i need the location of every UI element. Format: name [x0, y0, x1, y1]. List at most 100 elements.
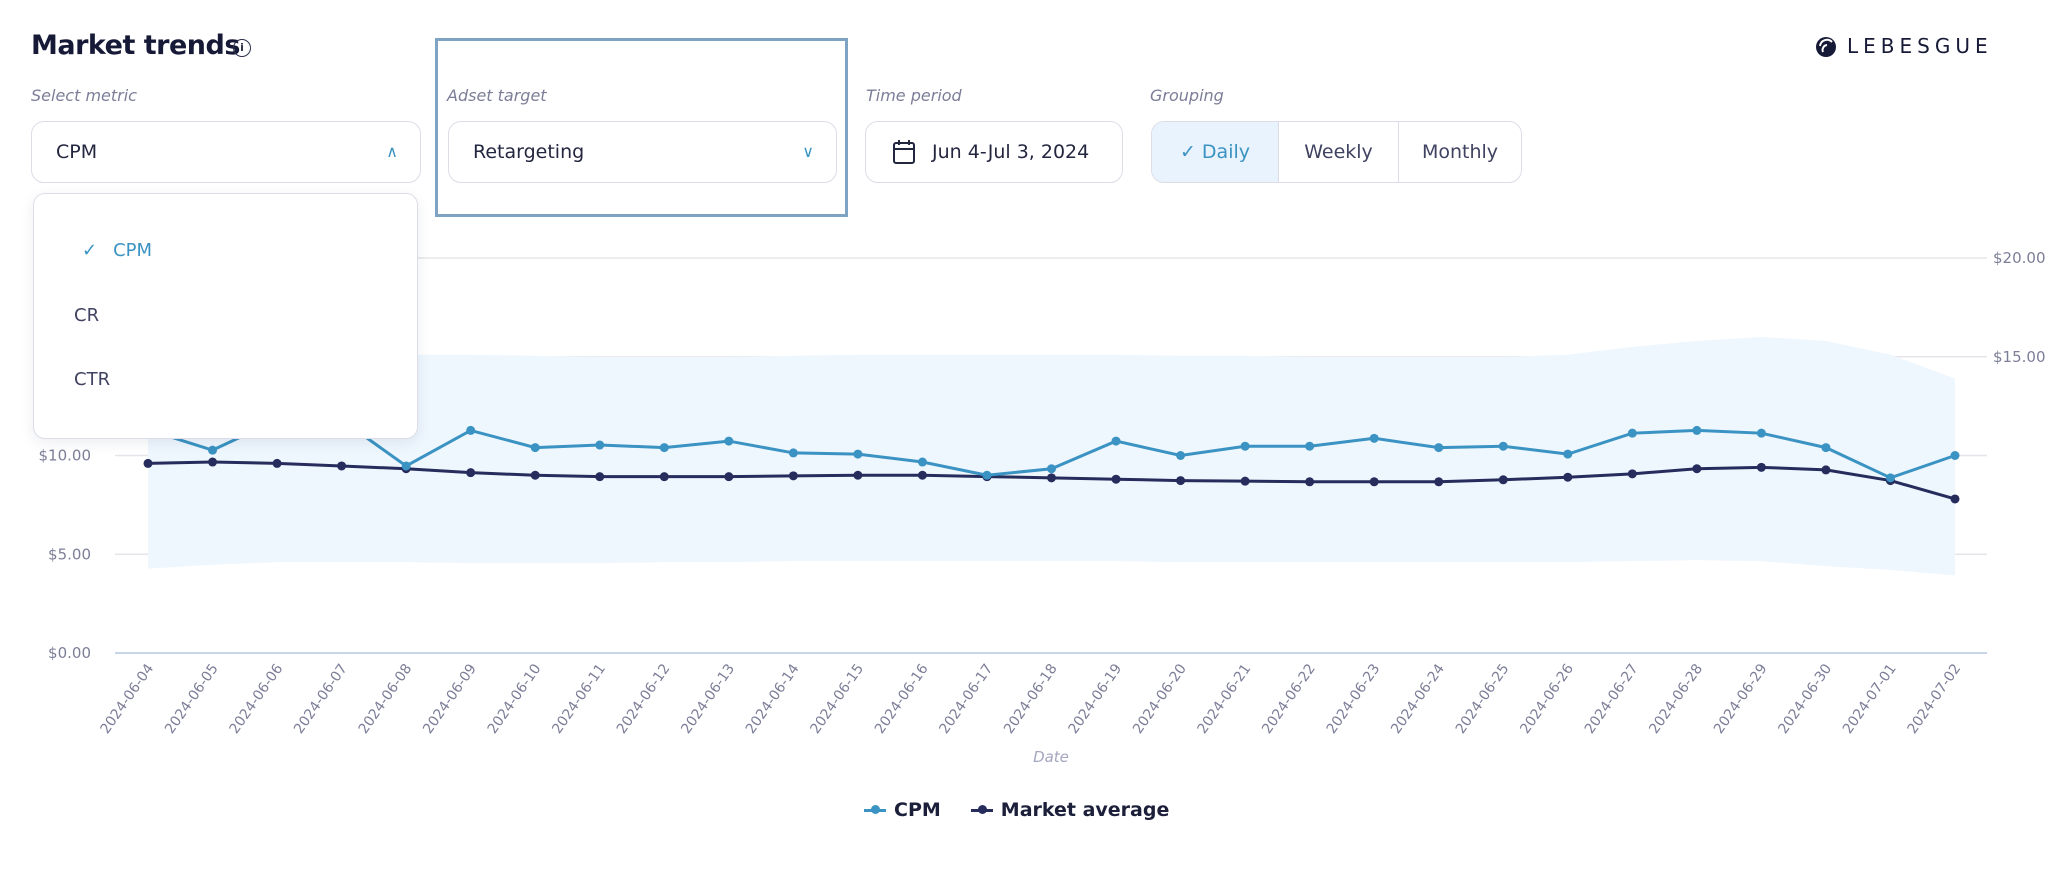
cpm-point[interactable]	[401, 461, 411, 471]
cpm-point[interactable]	[1692, 425, 1702, 435]
cpm-point[interactable]	[1047, 464, 1056, 474]
market-average-point[interactable]	[1756, 462, 1766, 472]
page-title: Market trends	[31, 30, 240, 61]
logo: LEBESGUE	[1815, 34, 1993, 58]
cpm-point[interactable]	[1627, 428, 1637, 438]
market-average-point[interactable]	[1498, 475, 1508, 485]
cpm-point[interactable]	[1111, 436, 1121, 446]
market-average-point[interactable]	[1305, 477, 1315, 487]
market-average-point[interactable]	[466, 468, 476, 478]
market-average-point[interactable]	[724, 472, 734, 482]
cpm-point[interactable]	[1240, 441, 1250, 451]
cpm-point[interactable]	[1305, 441, 1315, 451]
legend-item-market-average[interactable]: Market average	[970, 799, 1169, 821]
time-period-picker[interactable]: Jun 4-Jul 3, 2024	[865, 121, 1123, 183]
market-average-point[interactable]	[272, 458, 282, 468]
x-tick-label: 2024-06-22	[1259, 661, 1319, 737]
info-icon[interactable]: i	[233, 39, 251, 57]
x-tick-label: 2024-06-25	[1453, 661, 1513, 737]
x-tick-label: 2024-06-10	[485, 661, 545, 737]
cpm-point[interactable]	[1498, 441, 1508, 451]
market-average-point[interactable]	[853, 470, 863, 480]
grouping-daily[interactable]: ✓ Daily	[1152, 122, 1278, 182]
cpm-point[interactable]	[982, 470, 992, 480]
x-axis-title: Date	[1033, 748, 1069, 766]
cpm-point[interactable]	[788, 448, 798, 458]
x-tick-label: 2024-06-13	[678, 661, 738, 737]
market-average-point[interactable]	[659, 472, 669, 482]
cpm-point[interactable]	[530, 443, 540, 453]
x-tick-label: 2024-06-05	[162, 661, 222, 737]
market-average-point[interactable]	[208, 457, 218, 467]
metric-select-value: CPM	[56, 141, 98, 163]
market-average-point[interactable]	[337, 461, 347, 471]
cpm-point[interactable]	[1176, 451, 1186, 460]
x-tick-label: 2024-06-15	[807, 661, 867, 737]
market-average-point[interactable]	[1434, 477, 1444, 487]
cpm-point[interactable]	[1563, 449, 1573, 459]
market-average-point[interactable]	[595, 472, 605, 482]
market-average-point[interactable]	[1627, 469, 1637, 479]
legend-marker-cpm	[864, 805, 886, 814]
market-average-point[interactable]	[1240, 476, 1250, 486]
legend-item-cpm[interactable]: CPM	[864, 799, 941, 821]
grouping-monthly[interactable]: Monthly	[1398, 122, 1521, 182]
market-average-point[interactable]	[143, 458, 153, 468]
grouping-label: Grouping	[1150, 86, 1224, 105]
legend-marker-market	[970, 805, 993, 814]
market-average-point[interactable]	[1111, 474, 1121, 484]
cpm-point[interactable]	[659, 443, 669, 453]
check-icon: ✓	[82, 240, 98, 261]
cpm-point[interactable]	[1885, 473, 1895, 483]
market-average-point[interactable]	[530, 470, 540, 480]
chart-legend: CPM Market average	[864, 799, 1169, 821]
x-tick-label: 2024-07-01	[1840, 661, 1900, 737]
cpm-point[interactable]	[208, 445, 218, 455]
grouping-toggle: ✓ Daily Weekly Monthly	[1151, 121, 1522, 183]
metric-option-cr[interactable]: CR	[74, 305, 100, 326]
x-tick-label: 2024-06-26	[1517, 661, 1577, 737]
market-average-point[interactable]	[1369, 477, 1379, 487]
cpm-point[interactable]	[595, 440, 605, 450]
metric-option-cpm[interactable]: ✓ CPM	[82, 240, 152, 261]
cpm-point[interactable]	[1950, 451, 1960, 460]
x-tick-label: 2024-06-04	[97, 661, 157, 737]
market-average-point[interactable]	[1821, 465, 1831, 475]
market-average-point[interactable]	[917, 470, 927, 480]
x-tick-label: 2024-06-19	[1066, 661, 1126, 737]
market-average-point[interactable]	[1950, 494, 1960, 504]
x-tick-label: 2024-06-06	[227, 661, 287, 737]
select-metric-label: Select metric	[31, 86, 137, 105]
logo-text: LEBESGUE	[1847, 34, 1993, 58]
x-tick-label: 2024-06-18	[1001, 661, 1061, 737]
adset-target-select[interactable]: Retargeting ∨	[448, 121, 837, 183]
market-average-point[interactable]	[1563, 472, 1573, 482]
adset-select-value: Retargeting	[473, 141, 585, 163]
x-tick-label: 2024-06-24	[1388, 661, 1448, 737]
chevron-up-icon: ∧	[386, 142, 398, 161]
market-average-point[interactable]	[1692, 464, 1702, 474]
x-tick-label: 2024-06-07	[291, 661, 351, 737]
x-tick-label: 2024-06-29	[1711, 661, 1771, 737]
market-average-point[interactable]	[788, 471, 798, 481]
calendar-icon	[893, 140, 915, 164]
cpm-point[interactable]	[1434, 443, 1444, 453]
cpm-point[interactable]	[853, 449, 863, 459]
cpm-point[interactable]	[917, 457, 927, 467]
x-tick-label: 2024-06-27	[1582, 661, 1642, 737]
chevron-down-icon: ∨	[802, 142, 814, 161]
x-tick-label: 2024-06-23	[1324, 661, 1384, 737]
cpm-point[interactable]	[1756, 428, 1766, 438]
cpm-point[interactable]	[466, 425, 476, 435]
cpm-point[interactable]	[724, 436, 734, 446]
cpm-point[interactable]	[1821, 443, 1831, 453]
grouping-weekly[interactable]: Weekly	[1278, 122, 1398, 182]
check-icon: ✓	[1180, 141, 1196, 163]
x-tick-label: 2024-06-12	[614, 661, 674, 737]
metric-option-ctr[interactable]: CTR	[74, 369, 111, 390]
cpm-point[interactable]	[1369, 433, 1379, 443]
market-average-point[interactable]	[1047, 473, 1056, 483]
market-average-point[interactable]	[1176, 476, 1186, 486]
metric-select[interactable]: CPM ∧	[31, 121, 421, 183]
